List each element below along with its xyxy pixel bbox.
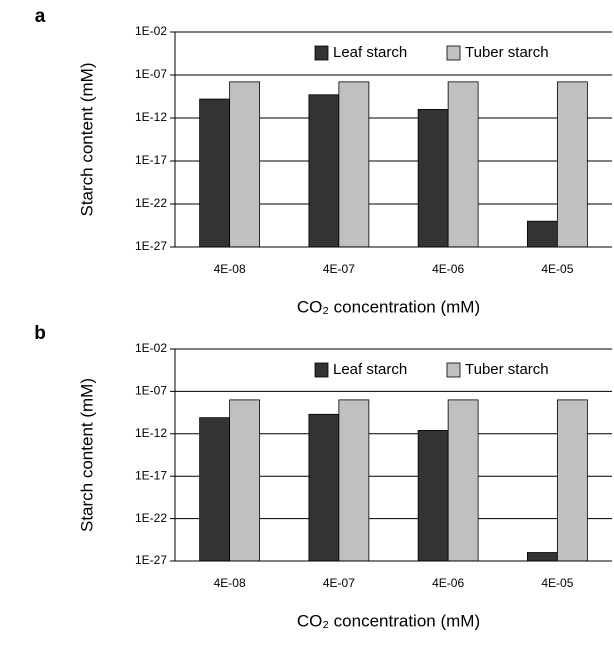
bar — [526, 220, 558, 248]
bar — [308, 94, 340, 248]
y-tick-label: 1E-07 — [135, 67, 167, 81]
y-tick-label: 1E-22 — [135, 511, 167, 525]
bar — [338, 399, 370, 562]
x-tick-label: 4E-08 — [214, 262, 246, 276]
x-tick-label: 4E-07 — [323, 576, 355, 590]
bar — [556, 399, 588, 562]
y-tick-label: 1E-12 — [135, 426, 167, 440]
y-tick-label: 1E-22 — [135, 196, 167, 210]
y-tick-label: 1E-17 — [135, 468, 167, 482]
y-tick-label: 1E-12 — [135, 110, 167, 124]
panel-label: b — [34, 323, 46, 344]
x-axis-label: CO₂ concentration (mM) — [297, 297, 480, 316]
bar — [556, 81, 588, 248]
y-axis-label: Starch content (mM) — [77, 378, 96, 532]
x-axis-label: CO₂ concentration (mM) — [297, 611, 480, 630]
bar — [229, 81, 261, 248]
legend-label: Leaf starch — [333, 361, 407, 378]
y-tick-label: 1E-02 — [135, 24, 167, 38]
bar — [526, 552, 558, 562]
panel-label: a — [35, 6, 46, 27]
bar — [199, 98, 231, 248]
x-tick-label: 4E-06 — [432, 262, 464, 276]
y-axis-label: Starch content (mM) — [77, 63, 96, 217]
legend-swatch — [446, 362, 461, 378]
x-tick-label: 4E-08 — [214, 576, 246, 590]
x-tick-label: 4E-06 — [432, 576, 464, 590]
legend-label: Tuber starch — [465, 44, 549, 61]
legend-swatch — [314, 45, 329, 61]
bar — [447, 81, 479, 248]
y-tick-label: 1E-17 — [135, 153, 167, 167]
y-tick-label: 1E-27 — [135, 553, 167, 567]
bar — [229, 399, 261, 562]
y-tick-label: 1E-27 — [135, 239, 167, 253]
bar — [308, 413, 340, 562]
legend-swatch — [446, 45, 461, 61]
legend-swatch — [314, 362, 329, 378]
x-tick-label: 4E-05 — [541, 576, 573, 590]
bar — [447, 399, 479, 562]
x-tick-label: 4E-05 — [541, 262, 573, 276]
bar — [338, 81, 370, 248]
bar — [417, 109, 449, 248]
y-tick-label: 1E-07 — [135, 384, 167, 398]
bar — [199, 417, 231, 562]
legend-label: Leaf starch — [333, 44, 407, 61]
bar — [417, 430, 449, 562]
legend-label: Tuber starch — [465, 361, 549, 378]
x-tick-label: 4E-07 — [323, 262, 355, 276]
y-tick-label: 1E-02 — [135, 341, 167, 355]
